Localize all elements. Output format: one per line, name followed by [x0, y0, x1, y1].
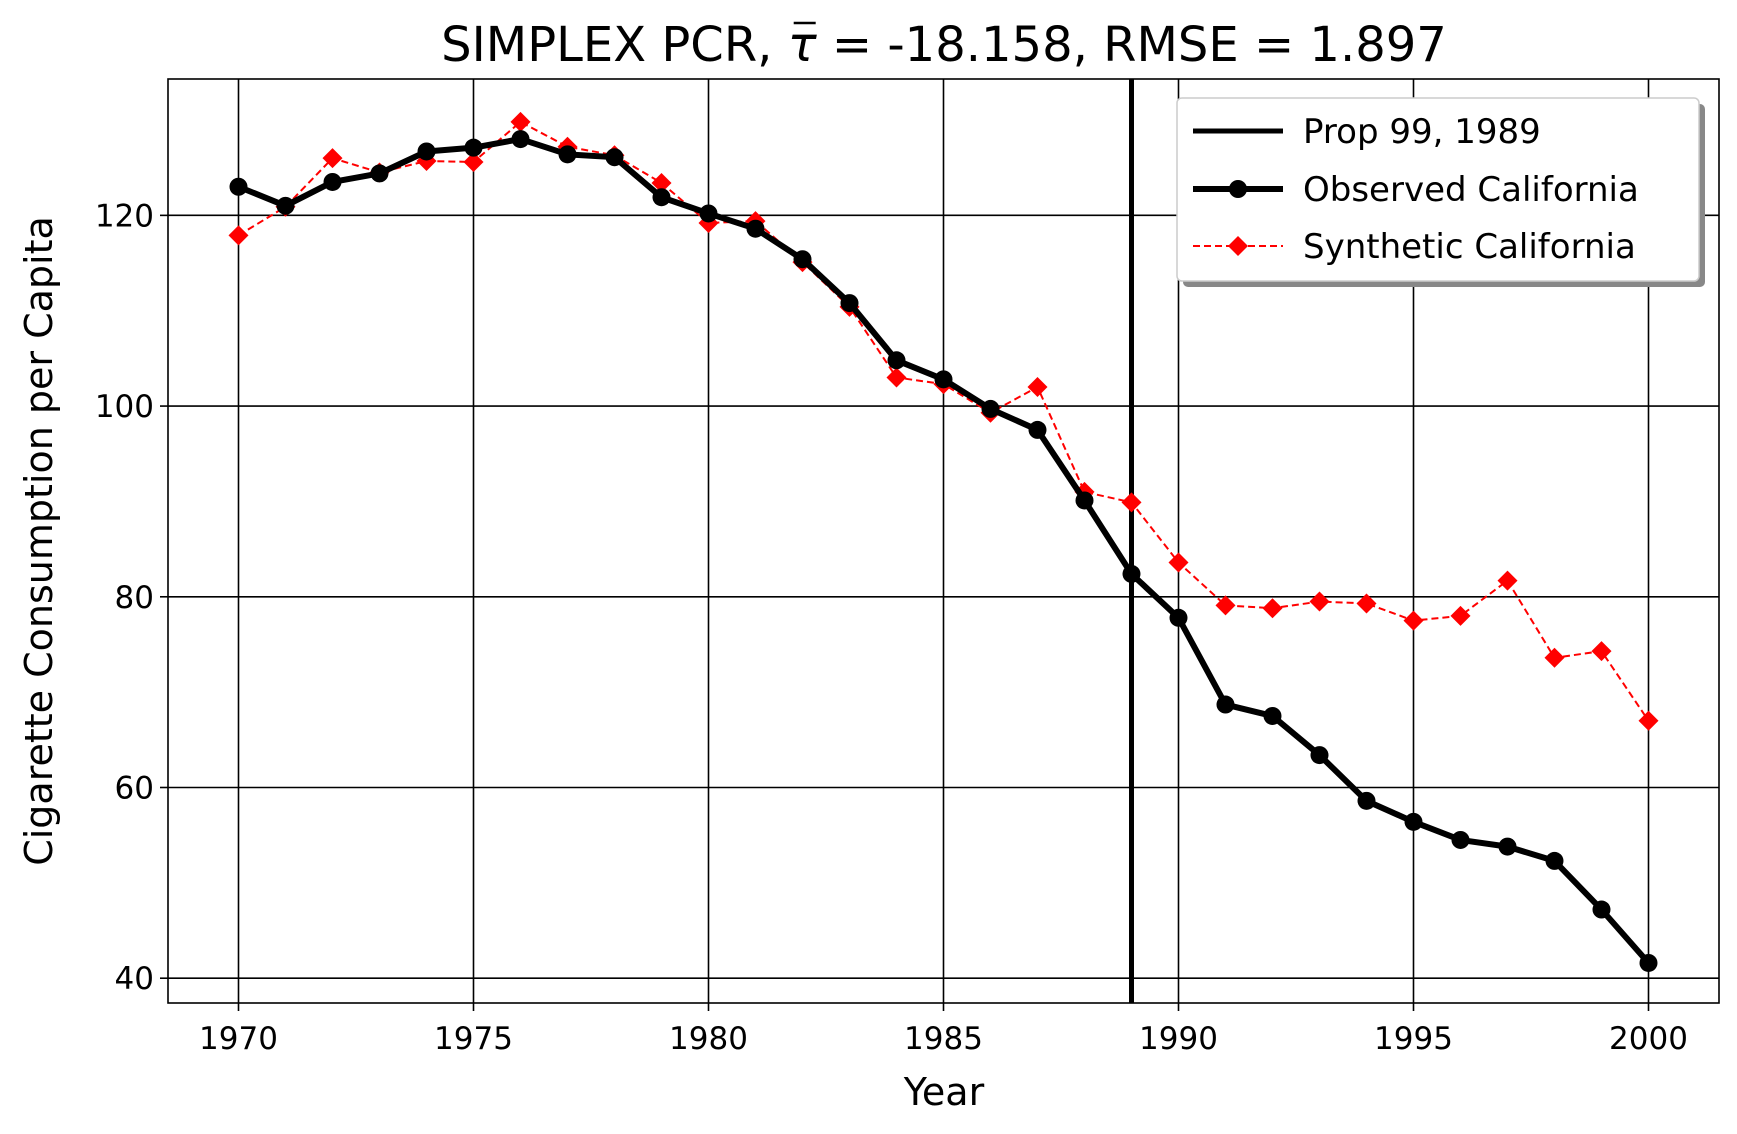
data-point	[511, 130, 530, 149]
data-point	[981, 399, 1000, 418]
data-point	[1027, 377, 1048, 397]
x-tick-label: 1985	[904, 1021, 983, 1057]
data-point	[886, 367, 907, 388]
data-point	[510, 111, 531, 132]
data-point	[1262, 598, 1283, 619]
data-point	[1498, 837, 1517, 856]
data-point	[1216, 695, 1235, 714]
data-point	[793, 250, 812, 269]
y-tick-label: 80	[115, 580, 154, 616]
data-point	[652, 188, 671, 207]
data-point	[651, 172, 672, 193]
data-point	[1309, 591, 1330, 612]
x-tick-label: 1970	[199, 1021, 278, 1057]
data-point	[1450, 605, 1471, 626]
data-point	[1639, 953, 1658, 972]
data-point	[1451, 830, 1470, 849]
data-point	[228, 225, 249, 246]
data-point	[887, 351, 906, 370]
legend-box	[1176, 97, 1700, 282]
data-point	[1356, 593, 1377, 614]
tau-bar-symbol: τ	[788, 17, 818, 73]
data-point	[417, 142, 436, 161]
data-point	[1121, 492, 1142, 513]
data-point	[699, 204, 718, 223]
y-axis-label: Cigarette Consumption per Capita	[17, 216, 61, 866]
legend-label: Synthetic California	[1303, 227, 1636, 267]
data-point	[463, 151, 484, 172]
legend: Prop 99, 1989 Observed California Syntheti…	[1176, 97, 1705, 287]
data-point	[464, 138, 483, 157]
data-point	[1545, 851, 1564, 870]
y-tick-label: 120	[95, 198, 154, 234]
data-point	[1357, 791, 1376, 810]
x-tick-label: 2000	[1609, 1021, 1688, 1057]
legend-marker	[1229, 180, 1247, 198]
x-tick-label: 1995	[1374, 1021, 1453, 1057]
data-point	[1263, 706, 1282, 725]
data-point	[276, 196, 295, 215]
data-point	[1497, 570, 1518, 591]
legend-label: Prop 99, 1989	[1303, 112, 1541, 152]
plot-frame	[167, 78, 1720, 1004]
data-point	[1310, 746, 1329, 765]
data-point	[1544, 647, 1565, 668]
grid-lines	[168, 79, 1719, 1003]
data-point	[1638, 710, 1659, 731]
legend-items: Prop 99, 1989 Observed California Syntheti…	[1193, 112, 1639, 267]
data-point	[934, 370, 953, 389]
data-point	[1075, 491, 1094, 510]
data-point	[605, 148, 624, 167]
data-point	[1592, 900, 1611, 919]
data-point	[229, 177, 248, 196]
data-point	[746, 219, 765, 238]
x-axis-label: Year	[903, 1070, 985, 1114]
data-point	[1028, 420, 1047, 439]
y-axis-ticks: 40 60 80 100 120	[95, 198, 168, 997]
y-tick-label: 40	[115, 961, 154, 997]
data-point	[323, 172, 342, 191]
y-tick-label: 100	[95, 389, 154, 425]
x-tick-label: 1980	[669, 1021, 748, 1057]
legend-marker	[1228, 236, 1248, 256]
data-point	[558, 145, 577, 164]
x-tick-label: 1990	[1139, 1021, 1218, 1057]
data-point	[840, 294, 859, 313]
legend-label: Observed California	[1303, 170, 1639, 210]
data-point	[370, 164, 389, 183]
y-tick-label: 60	[115, 770, 154, 806]
series-group	[228, 111, 1659, 972]
x-axis-ticks: 1970 1975 1980 1985 1990 1995 2000	[199, 1003, 1688, 1057]
data-point	[1404, 812, 1423, 831]
data-point	[1169, 608, 1188, 627]
x-tick-label: 1975	[434, 1021, 513, 1057]
series-observed	[229, 130, 1658, 972]
data-point	[1122, 564, 1141, 583]
data-point	[1403, 610, 1424, 631]
data-point	[1215, 595, 1236, 616]
data-point	[322, 148, 343, 169]
data-point	[1591, 641, 1612, 662]
chart-title: SIMPLEX PCR, τ = -18.158, RMSE = 1.897	[441, 17, 1447, 73]
data-point	[1168, 552, 1189, 573]
